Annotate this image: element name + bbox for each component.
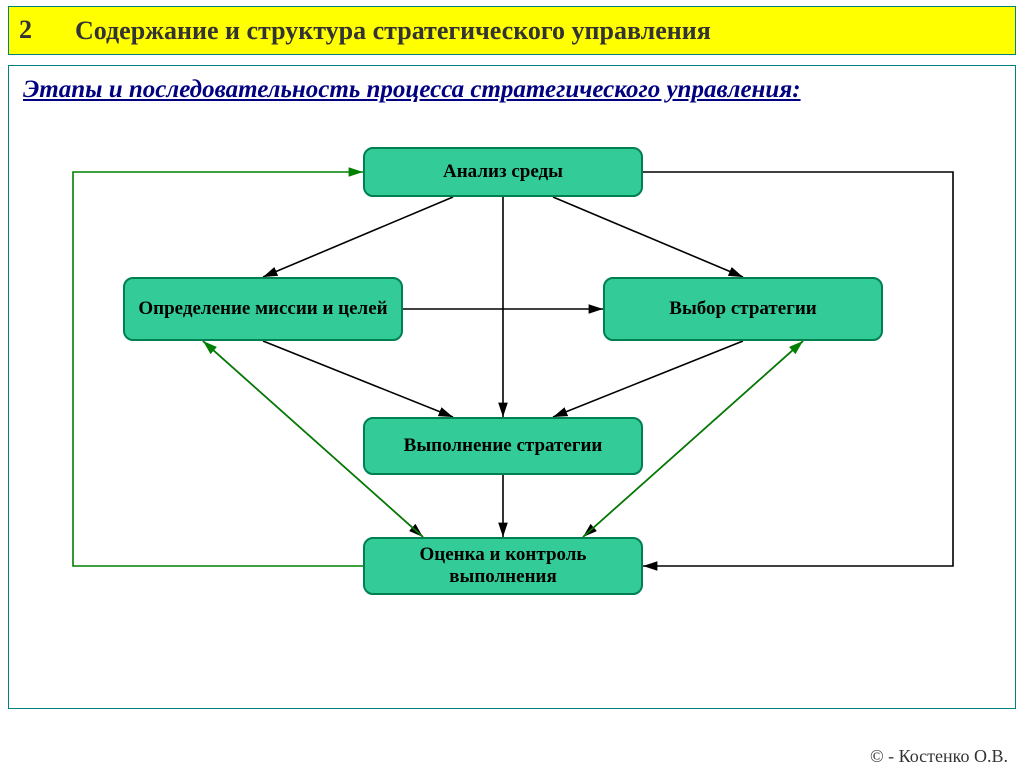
flowchart: Анализ среды Определение миссии и целей Вы… <box>23 117 983 627</box>
subtitle: Этапы и последовательность процесса стра… <box>23 76 1001 105</box>
title-number: 2 <box>19 15 75 45</box>
flowchart-node: Выполнение стратегии <box>363 417 643 475</box>
content-frame: Этапы и последовательность процесса стра… <box>8 65 1016 709</box>
flowchart-node: Оценка и контроль выполнения <box>363 537 643 595</box>
flowchart-node: Определение миссии и целей <box>123 277 403 341</box>
footer-credit: © - Костенко О.В. <box>870 746 1008 767</box>
title-text: Содержание и структура стратегического у… <box>75 15 711 46</box>
flowchart-node: Выбор стратегии <box>603 277 883 341</box>
title-bar: 2 Содержание и структура стратегического… <box>8 6 1016 55</box>
flowchart-node: Анализ среды <box>363 147 643 197</box>
